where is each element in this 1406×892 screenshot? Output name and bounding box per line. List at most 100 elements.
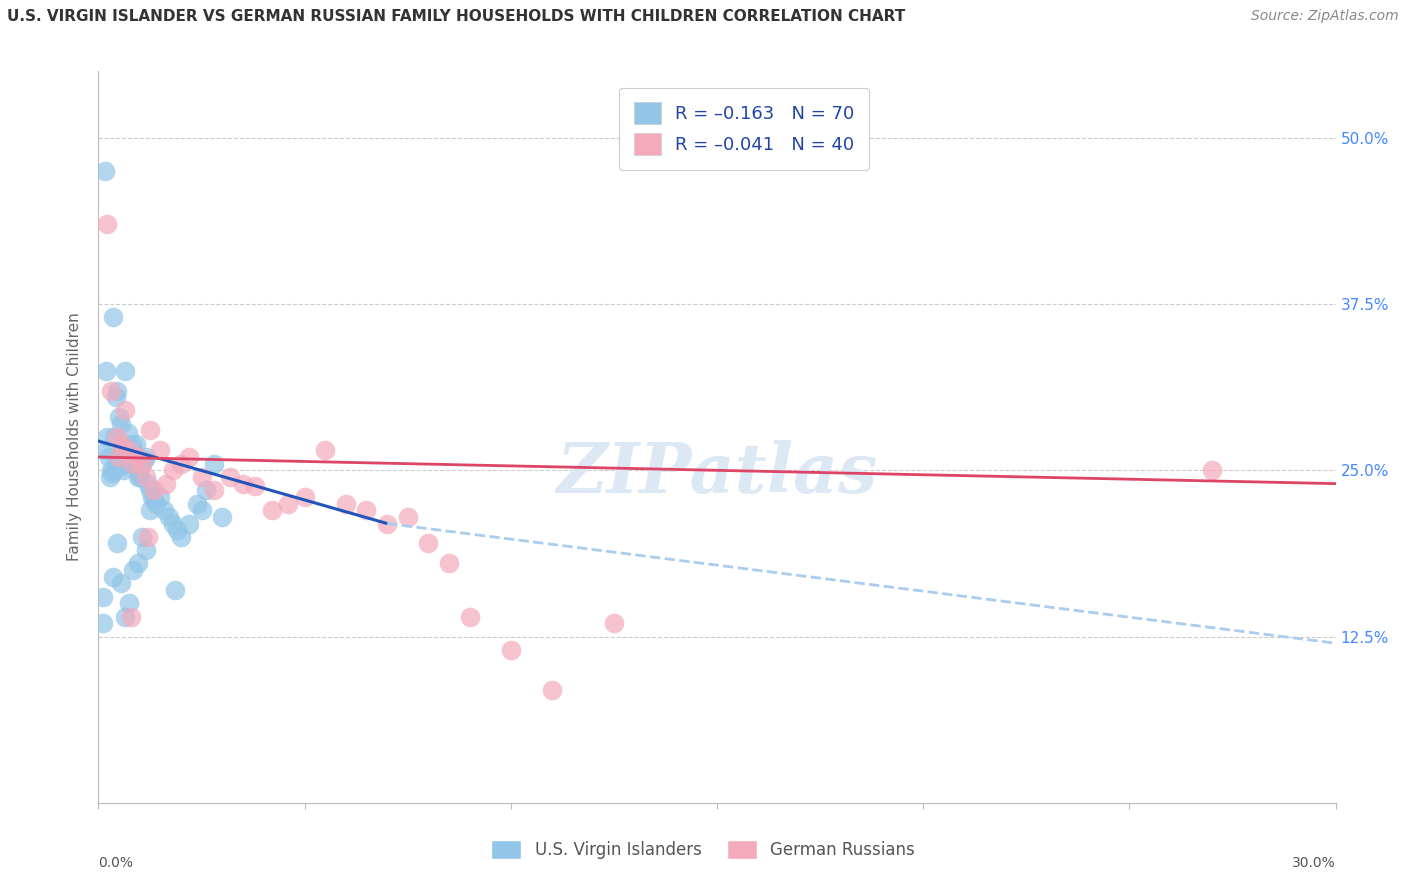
Point [120, 457, 142, 471]
Legend: R = –0.163   N = 70, R = –0.041   N = 40: R = –0.163 N = 70, R = –0.041 N = 40 [619, 87, 869, 169]
Point [112, 436, 135, 450]
Text: 0.0%: 0.0% [98, 856, 134, 871]
Point [122, 457, 145, 471]
Point [110, 576, 132, 591]
Point [396, 509, 419, 524]
Point [314, 443, 336, 458]
Legend: U.S. Virgin Islanders, German Russians: U.S. Virgin Islanders, German Russians [485, 833, 921, 866]
Text: Source: ZipAtlas.com: Source: ZipAtlas.com [1251, 9, 1399, 23]
Point [110, 436, 132, 450]
Point [356, 503, 378, 517]
Point [143, 492, 166, 507]
Point [122, 563, 145, 577]
Point [114, 609, 136, 624]
Point [125, 436, 148, 450]
Point [128, 466, 150, 480]
Point [162, 463, 184, 477]
Point [211, 509, 233, 524]
Point [194, 483, 217, 498]
Text: U.S. VIRGIN ISLANDER VS GERMAN RUSSIAN FAMILY HOUSEHOLDS WITH CHILDREN CORRELATI: U.S. VIRGIN ISLANDER VS GERMAN RUSSIAN F… [7, 9, 905, 24]
Point [105, 430, 128, 444]
Point [108, 410, 131, 425]
Point [115, 443, 138, 458]
Point [114, 439, 136, 453]
Point [294, 490, 316, 504]
Point [131, 530, 153, 544]
Point [219, 470, 242, 484]
Point [117, 447, 139, 461]
Point [145, 497, 167, 511]
Point [101, 570, 124, 584]
Point [179, 516, 201, 531]
Point [170, 457, 193, 471]
Point [135, 470, 157, 484]
Point [105, 384, 128, 398]
Point [122, 443, 145, 458]
Point [100, 466, 122, 480]
Point [166, 523, 188, 537]
Point [100, 384, 122, 398]
Point [131, 457, 153, 471]
Point [121, 436, 143, 450]
Point [110, 417, 132, 431]
Point [111, 459, 134, 474]
Point [139, 483, 162, 498]
Point [114, 363, 136, 377]
Point [141, 490, 163, 504]
Point [418, 536, 440, 550]
Point [139, 424, 162, 438]
Point [136, 476, 159, 491]
Point [120, 609, 142, 624]
Point [114, 403, 136, 417]
Point [437, 557, 460, 571]
Point [202, 483, 225, 498]
Point [104, 460, 127, 475]
Point [94, 363, 117, 377]
Point [93, 616, 115, 631]
Point [149, 443, 172, 458]
Text: ZIPatlas: ZIPatlas [557, 440, 877, 508]
Point [170, 530, 193, 544]
Point [118, 596, 141, 610]
Point [128, 470, 150, 484]
Point [124, 457, 146, 471]
Point [104, 390, 127, 404]
Point [105, 536, 128, 550]
Point [499, 643, 522, 657]
Point [101, 310, 124, 325]
Point [132, 452, 155, 467]
Point [100, 463, 122, 477]
Point [108, 452, 131, 467]
Point [96, 217, 118, 231]
Point [118, 443, 141, 458]
Point [190, 503, 212, 517]
Point [98, 470, 121, 484]
Point [603, 616, 626, 631]
Point [335, 497, 357, 511]
Point [139, 503, 162, 517]
Point [91, 590, 114, 604]
Point [458, 609, 481, 624]
Point [541, 682, 564, 697]
Point [186, 497, 208, 511]
Point [155, 476, 177, 491]
Point [1201, 463, 1223, 477]
Point [157, 509, 180, 524]
Point [107, 450, 129, 464]
Point [136, 530, 159, 544]
Point [112, 463, 135, 477]
Point [96, 443, 118, 458]
Point [118, 450, 141, 464]
Point [277, 497, 299, 511]
Point [190, 470, 212, 484]
Point [96, 430, 118, 444]
Point [163, 582, 186, 597]
Point [131, 457, 153, 471]
Point [127, 450, 149, 464]
Point [93, 164, 115, 178]
Text: 30.0%: 30.0% [1292, 856, 1336, 871]
Point [179, 450, 201, 464]
Point [127, 557, 149, 571]
Point [153, 503, 176, 517]
Point [202, 457, 225, 471]
